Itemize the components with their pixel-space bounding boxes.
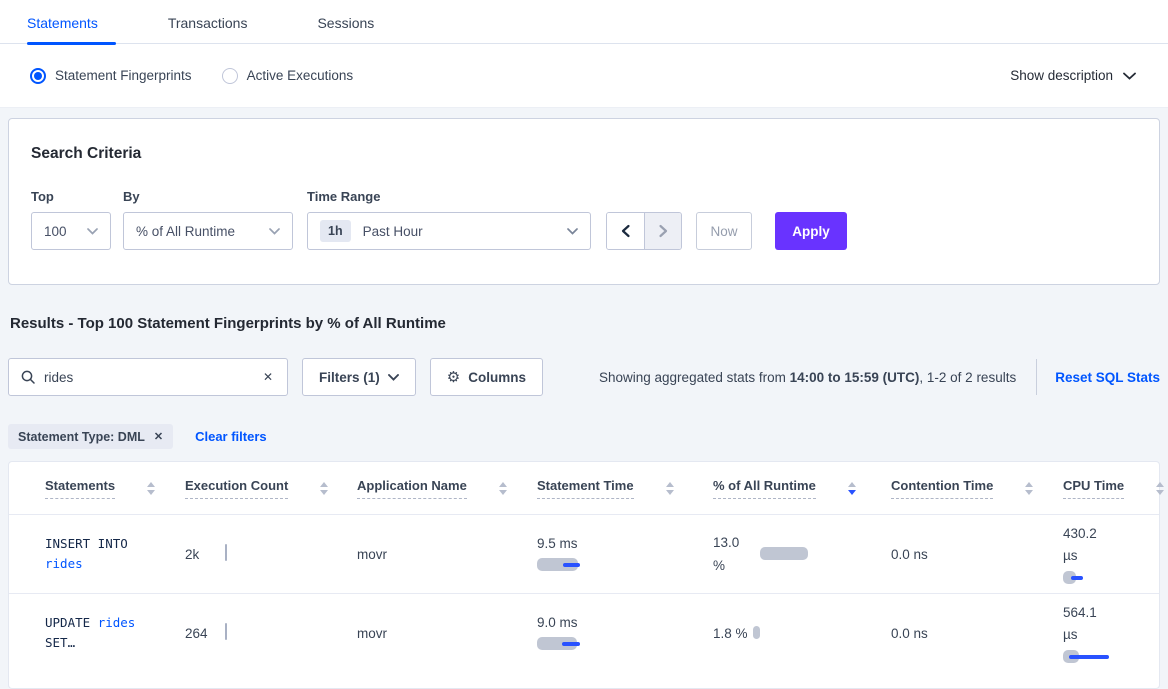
cpu-time-bar [1063,571,1139,585]
statement-fingerprint-cell[interactable]: INSERT INTO rides [45,536,128,571]
execution-count-bar [217,623,227,643]
filters-button[interactable]: Filters (1) [302,358,416,396]
by-label: By [123,189,140,204]
cpu-time-cell: 564.1 µs [1063,602,1139,664]
column-header-statement-time[interactable]: Statement Time [537,478,713,499]
execution-count-cell: 264 [185,623,357,643]
top-label: Top [31,189,54,204]
cpu-time-cell: 430.2 µs [1063,523,1139,585]
time-range-value: Past Hour [362,223,423,239]
divider [1036,359,1038,395]
statement-link[interactable]: rides [97,615,136,630]
time-range-select[interactable]: 1h Past Hour [307,212,591,250]
top-select-value: 100 [44,223,67,239]
search-box[interactable]: ✕ [8,358,288,396]
statement-fingerprint-cell[interactable]: UPDATE rides SET… [45,615,136,650]
runtime-pct-cell: 1.8 % [713,622,891,645]
radio-unselected-icon [221,67,238,84]
reset-sql-stats-link[interactable]: Reset SQL Stats [1055,369,1160,385]
application-name-cell: movr [357,625,387,641]
column-header-statements[interactable]: Statements [45,478,185,499]
aggregated-stats-text: Showing aggregated stats from 14:00 to 1… [599,369,1017,385]
sort-icon[interactable] [1025,481,1034,495]
column-header-application-name[interactable]: Application Name [357,478,537,499]
chevron-left-icon [621,224,630,238]
statement-time-bar [537,637,713,651]
column-header-runtime-pct[interactable]: % of All Runtime [713,478,891,499]
gear-icon: ⚙ [446,369,461,386]
view-toggle-bar: Statement Fingerprints Active Executions… [0,44,1168,108]
tab-sessions[interactable]: Sessions [317,15,375,31]
filter-chip-statement-type[interactable]: Statement Type: DML ✕ [8,424,174,449]
by-select[interactable]: % of All Runtime [123,212,293,250]
columns-button[interactable]: ⚙ Columns [429,358,543,396]
columns-label: Columns [468,369,526,385]
previous-time-window-button[interactable] [607,213,644,249]
clear-filters-link[interactable]: Clear filters [195,429,267,444]
search-criteria-title: Search Criteria [31,145,142,162]
radio-label: Statement Fingerprints [55,68,192,83]
tab-transactions[interactable]: Transactions [167,15,248,31]
runtime-pct-bar [760,547,820,561]
chevron-down-icon [567,227,578,235]
sort-icon[interactable] [147,481,156,495]
execution-count-cell: 2k [185,544,357,564]
show-description-label: Show description [1010,68,1113,83]
by-select-value: % of All Runtime [136,223,236,239]
filter-chip-label: Statement Type: DML [18,429,145,444]
table-row: UPDATE rides SET… 264 movr 9.0 ms 1.8 % … [9,593,1159,672]
table-header-row: Statements Execution Count Application N… [9,462,1165,514]
chevron-right-icon [658,224,667,238]
chevron-down-icon [387,373,399,381]
radio-selected-icon [30,67,46,84]
table-row: INSERT INTO rides 2k movr 9.5 ms 13.0 % … [9,514,1159,593]
contention-time-cell: 0.0 ns [891,625,928,641]
active-filters-row: Statement Type: DML ✕ Clear filters [8,424,1160,449]
radio-statement-fingerprints[interactable]: Statement Fingerprints [30,67,192,84]
sort-icon[interactable] [498,481,507,495]
radio-label: Active Executions [246,68,354,83]
execution-count-bar [217,544,227,564]
search-icon [21,370,35,384]
column-header-execution-count[interactable]: Execution Count [185,478,357,499]
radio-active-executions[interactable]: Active Executions [221,67,354,84]
chevron-down-icon [1123,72,1136,80]
time-range-badge: 1h [320,220,351,242]
next-time-window-button[interactable] [644,213,681,249]
filters-label: Filters (1) [319,369,380,385]
column-header-contention-time[interactable]: Contention Time [891,478,1063,499]
statement-time-bar [537,558,713,572]
sort-icon[interactable] [320,481,329,495]
time-range-label: Time Range [307,189,381,204]
statement-time-cell: 9.0 ms [537,615,713,651]
runtime-pct-cell: 13.0 % [713,531,891,577]
column-header-cpu-time[interactable]: CPU Time [1063,478,1165,499]
cpu-time-bar [1063,650,1139,664]
chevron-down-icon [87,227,98,235]
chevron-down-icon [269,227,280,235]
statements-table: Statements Execution Count Application N… [8,461,1165,689]
contention-time-cell: 0.0 ns [891,546,928,562]
now-button[interactable]: Now [696,212,752,250]
results-controls: ✕ Filters (1) ⚙ Columns Showing aggregat… [8,358,1160,396]
remove-filter-icon[interactable]: ✕ [153,431,164,443]
top-select[interactable]: 100 [31,212,111,250]
search-criteria-panel: Search Criteria Top 100 By % of All Runt… [8,118,1160,285]
sort-icon-active-desc[interactable] [847,481,856,495]
search-input[interactable] [44,369,261,385]
runtime-pct-bar [752,626,773,640]
statement-time-cell: 9.5 ms [537,536,713,572]
apply-button[interactable]: Apply [775,212,847,250]
clear-search-icon[interactable]: ✕ [262,370,273,384]
page-tabs: Statements Transactions Sessions [0,0,1168,45]
application-name-cell: movr [357,546,387,562]
tab-statements[interactable]: Statements [27,15,116,45]
statement-link[interactable]: rides [45,556,83,571]
sort-icon[interactable] [665,481,674,495]
show-description-toggle[interactable]: Show description [1010,68,1136,83]
sort-icon[interactable] [1156,481,1165,495]
results-heading: Results - Top 100 Statement Fingerprints… [10,315,446,332]
time-window-arrows [606,212,682,250]
